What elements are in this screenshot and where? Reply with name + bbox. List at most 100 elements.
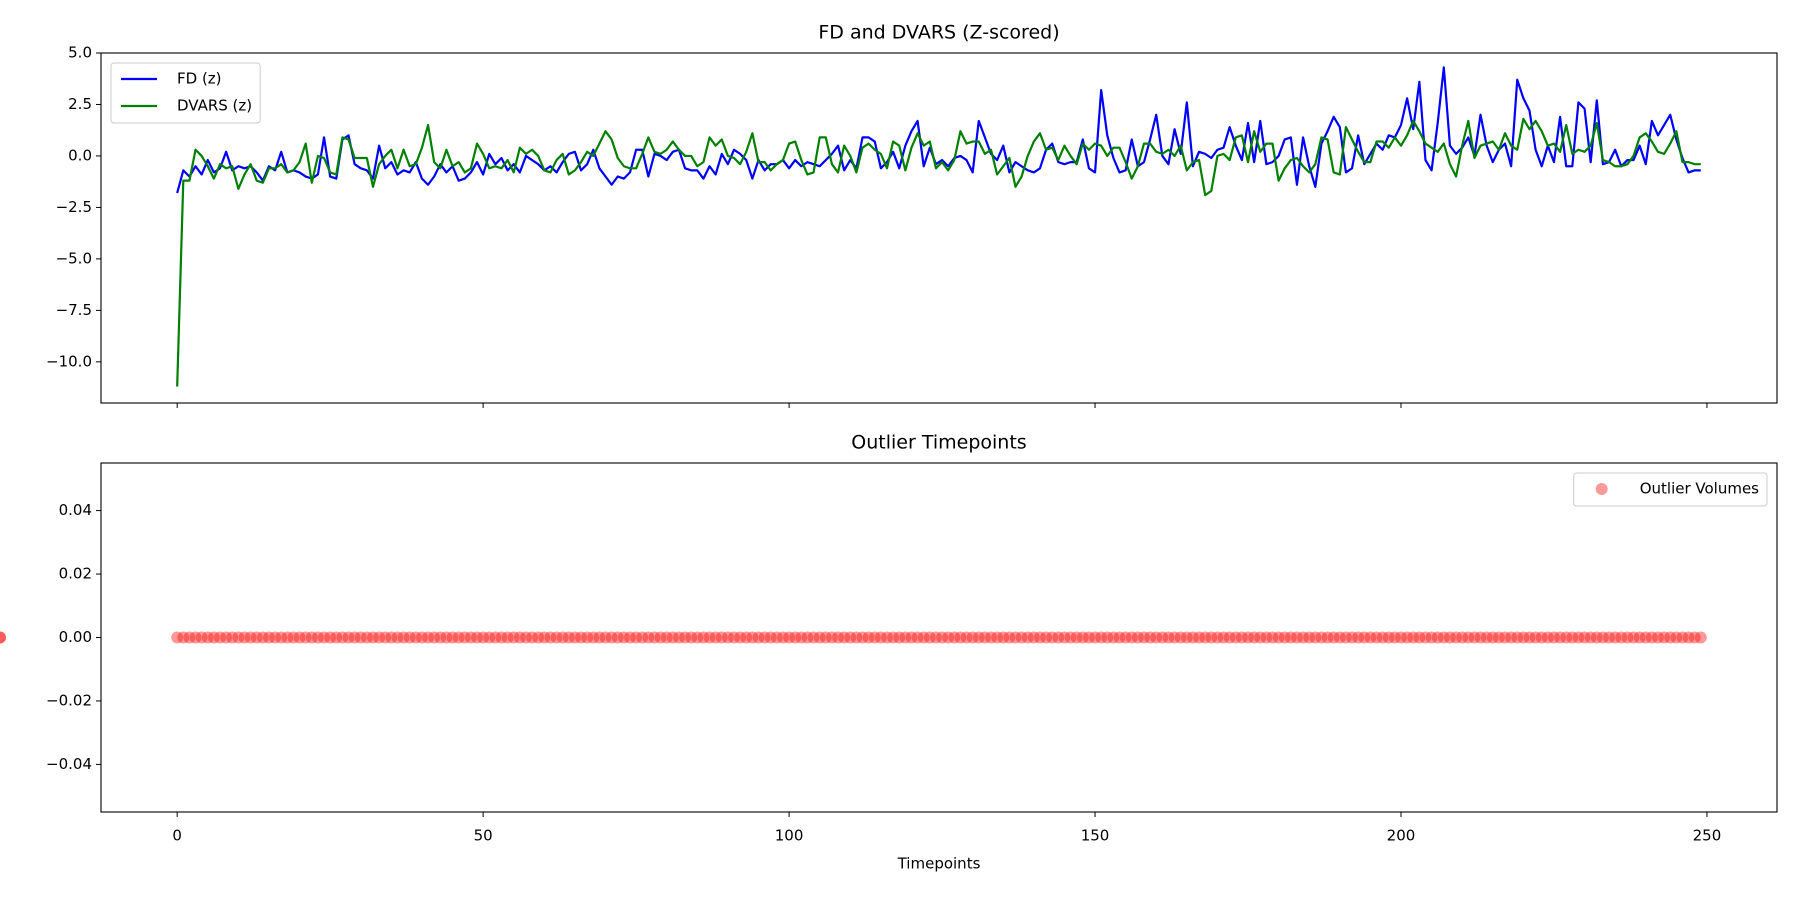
- data-point: [330, 631, 343, 644]
- data-point: [978, 631, 991, 644]
- data-point: [568, 631, 581, 644]
- data-point: [1431, 631, 1444, 644]
- data-point: [1401, 631, 1414, 644]
- data-point: [1554, 631, 1567, 644]
- data-point: [1015, 631, 1028, 644]
- data-point: [458, 631, 471, 644]
- data-point: [446, 631, 459, 644]
- data-point: [1058, 631, 1071, 644]
- y-tick-label: 2.5: [68, 95, 92, 113]
- y-tick-label: −2.5: [56, 198, 92, 216]
- data-point: [1168, 631, 1181, 644]
- data-point: [917, 631, 930, 644]
- data-point: [715, 631, 728, 644]
- data-point: [752, 631, 765, 644]
- data-point: [538, 631, 551, 644]
- data-point: [1070, 631, 1083, 644]
- data-point: [1358, 631, 1371, 644]
- chart-title: Outlier Timepoints: [851, 432, 1026, 454]
- data-point: [1199, 631, 1212, 644]
- legend-label: FD (z): [177, 70, 222, 88]
- data-point: [434, 631, 447, 644]
- data-point: [1535, 631, 1548, 644]
- data-point: [385, 631, 398, 644]
- data-point: [403, 631, 416, 644]
- data-point: [1223, 631, 1236, 644]
- data-point: [575, 631, 588, 644]
- data-point: [672, 631, 685, 644]
- data-point: [587, 631, 600, 644]
- data-point: [1290, 631, 1303, 644]
- data-point: [1505, 631, 1518, 644]
- data-point: [1107, 631, 1120, 644]
- data-point: [997, 631, 1010, 644]
- data-point: [1113, 631, 1126, 644]
- data-point: [415, 631, 428, 644]
- data-point: [1443, 631, 1456, 644]
- data-point: [1474, 631, 1487, 644]
- data-point: [740, 631, 753, 644]
- data-point: [1566, 631, 1579, 644]
- y-tick-label: −5.0: [56, 249, 92, 267]
- data-point: [856, 631, 869, 644]
- data-point: [1309, 631, 1322, 644]
- data-point: [1150, 631, 1163, 644]
- y-tick-label: −7.5: [56, 301, 92, 319]
- x-tick-label: 200: [1387, 827, 1416, 845]
- x-tick-label: 50: [474, 827, 493, 845]
- data-point: [318, 631, 331, 644]
- data-point: [1242, 631, 1255, 644]
- data-point: [1529, 631, 1542, 644]
- data-point: [1603, 631, 1616, 644]
- data-point: [1651, 631, 1664, 644]
- data-point: [1394, 631, 1407, 644]
- y-tick-label: −10.0: [46, 352, 92, 370]
- data-point: [336, 631, 349, 644]
- data-point: [1694, 631, 1707, 644]
- data-point: [666, 631, 679, 644]
- data-point: [929, 631, 942, 644]
- data-point: [1560, 631, 1573, 644]
- data-point: [954, 631, 967, 644]
- data-point: [1425, 631, 1438, 644]
- data-point: [1450, 631, 1463, 644]
- data-point: [391, 631, 404, 644]
- data-point: [911, 631, 924, 644]
- data-point: [1388, 631, 1401, 644]
- data-point: [201, 631, 214, 644]
- data-point: [324, 631, 337, 644]
- data-point: [464, 631, 477, 644]
- legend-swatch: [1595, 483, 1608, 495]
- data-point: [489, 631, 502, 644]
- data-point: [1137, 631, 1150, 644]
- data-point: [1180, 631, 1193, 644]
- data-point: [611, 631, 624, 644]
- data-point: [795, 631, 808, 644]
- data-point: [1095, 631, 1108, 644]
- data-point: [972, 631, 985, 644]
- data-point: [721, 631, 734, 644]
- data-point: [1052, 631, 1065, 644]
- data-point: [581, 631, 594, 644]
- data-point: [244, 631, 257, 644]
- data-point: [250, 631, 263, 644]
- data-point: [171, 631, 184, 644]
- data-point: [1658, 631, 1671, 644]
- data-point: [807, 631, 820, 644]
- data-point: [1627, 631, 1640, 644]
- data-point: [471, 631, 484, 644]
- data-point: [1578, 631, 1591, 644]
- data-point: [789, 631, 802, 644]
- data-point: [770, 631, 783, 644]
- data-point: [1596, 631, 1609, 644]
- data-point: [660, 631, 673, 644]
- data-point: [1131, 631, 1144, 644]
- data-point: [409, 631, 422, 644]
- data-point: [1040, 631, 1053, 644]
- y-tick-label: 0.00: [59, 628, 92, 646]
- data-point: [379, 631, 392, 644]
- data-point: [1297, 631, 1310, 644]
- data-point: [232, 631, 245, 644]
- data-point: [783, 631, 796, 644]
- data-point: [776, 631, 789, 644]
